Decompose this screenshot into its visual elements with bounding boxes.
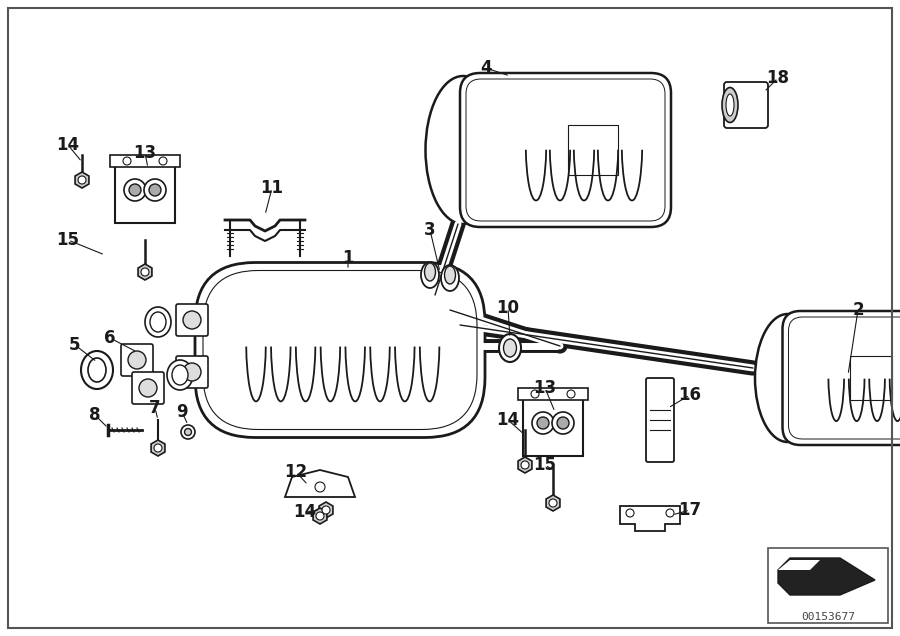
- Text: 14: 14: [497, 411, 519, 429]
- Ellipse shape: [425, 263, 436, 281]
- Circle shape: [183, 363, 201, 381]
- Text: 14: 14: [293, 503, 317, 521]
- Text: 9: 9: [176, 403, 188, 421]
- Text: 1: 1: [342, 249, 354, 267]
- Text: 18: 18: [767, 69, 789, 87]
- Polygon shape: [546, 495, 560, 511]
- Text: 00153677: 00153677: [801, 612, 855, 622]
- Ellipse shape: [722, 88, 738, 123]
- Text: 14: 14: [57, 136, 79, 154]
- Circle shape: [181, 425, 195, 439]
- FancyBboxPatch shape: [121, 344, 153, 376]
- Ellipse shape: [150, 312, 166, 332]
- Text: 10: 10: [497, 299, 519, 317]
- Circle shape: [141, 268, 149, 276]
- Text: 13: 13: [133, 144, 157, 162]
- FancyBboxPatch shape: [176, 304, 208, 336]
- Circle shape: [549, 499, 557, 507]
- FancyBboxPatch shape: [646, 378, 674, 462]
- FancyBboxPatch shape: [724, 82, 768, 128]
- Circle shape: [537, 417, 549, 429]
- Polygon shape: [518, 457, 532, 473]
- Circle shape: [154, 444, 162, 452]
- Ellipse shape: [755, 314, 820, 442]
- Circle shape: [322, 506, 330, 514]
- Polygon shape: [778, 560, 820, 570]
- Text: 8: 8: [89, 406, 101, 424]
- Polygon shape: [285, 470, 355, 497]
- FancyBboxPatch shape: [523, 398, 583, 456]
- Polygon shape: [138, 264, 152, 280]
- Polygon shape: [320, 502, 333, 518]
- Circle shape: [567, 390, 575, 398]
- Circle shape: [128, 351, 146, 369]
- Circle shape: [626, 509, 634, 517]
- Circle shape: [183, 311, 201, 329]
- Polygon shape: [313, 508, 327, 524]
- Ellipse shape: [167, 360, 193, 390]
- FancyBboxPatch shape: [115, 165, 175, 223]
- FancyBboxPatch shape: [782, 311, 900, 445]
- Bar: [518, 388, 588, 400]
- Text: 2: 2: [852, 301, 864, 319]
- Text: 15: 15: [57, 231, 79, 249]
- Text: 11: 11: [260, 179, 284, 197]
- Circle shape: [552, 412, 574, 434]
- Bar: [768, 548, 888, 623]
- Text: 13: 13: [534, 379, 556, 397]
- Bar: [110, 155, 180, 167]
- Circle shape: [123, 157, 131, 165]
- Circle shape: [149, 184, 161, 196]
- Ellipse shape: [441, 265, 459, 291]
- Text: 15: 15: [534, 456, 556, 474]
- Circle shape: [78, 176, 86, 184]
- Circle shape: [316, 512, 324, 520]
- Circle shape: [129, 184, 141, 196]
- FancyBboxPatch shape: [176, 356, 208, 388]
- Circle shape: [532, 412, 554, 434]
- FancyBboxPatch shape: [132, 372, 164, 404]
- Polygon shape: [75, 172, 89, 188]
- Ellipse shape: [726, 94, 734, 116]
- Bar: [568, 125, 618, 175]
- Bar: [850, 356, 892, 400]
- Circle shape: [315, 482, 325, 492]
- Polygon shape: [620, 506, 680, 531]
- FancyBboxPatch shape: [195, 263, 485, 438]
- Circle shape: [159, 157, 167, 165]
- Circle shape: [124, 179, 146, 201]
- Text: 16: 16: [679, 386, 701, 404]
- Ellipse shape: [421, 262, 439, 288]
- Circle shape: [144, 179, 166, 201]
- Circle shape: [666, 509, 674, 517]
- Text: 6: 6: [104, 329, 116, 347]
- Ellipse shape: [172, 365, 188, 385]
- Circle shape: [139, 379, 157, 397]
- Circle shape: [184, 429, 192, 436]
- Ellipse shape: [145, 307, 171, 337]
- Text: 4: 4: [481, 59, 491, 77]
- Polygon shape: [778, 558, 875, 595]
- Text: 3: 3: [424, 221, 436, 239]
- Ellipse shape: [88, 358, 106, 382]
- Ellipse shape: [445, 266, 455, 284]
- Ellipse shape: [426, 76, 500, 224]
- FancyBboxPatch shape: [460, 73, 671, 227]
- Ellipse shape: [499, 334, 521, 362]
- Circle shape: [521, 461, 529, 469]
- Ellipse shape: [81, 351, 113, 389]
- Text: 12: 12: [284, 463, 308, 481]
- Text: 5: 5: [69, 336, 81, 354]
- Circle shape: [531, 390, 539, 398]
- Circle shape: [557, 417, 569, 429]
- Polygon shape: [151, 440, 165, 456]
- Text: 17: 17: [679, 501, 702, 519]
- Text: 7: 7: [149, 399, 161, 417]
- Ellipse shape: [503, 339, 517, 357]
